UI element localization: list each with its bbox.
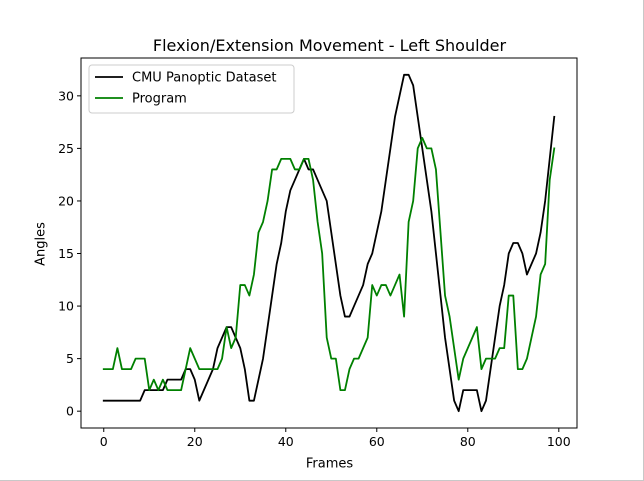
series-line-cmu-panoptic-dataset: [102, 73, 556, 413]
legend-box: [88, 64, 295, 114]
axes-layer: 0 20 40 60 80 100 0 5 10 15 20 25 30: [58, 57, 578, 449]
chart-title: Flexion/Extension Movement - Left Should…: [153, 36, 507, 55]
x-tick-label: 60: [369, 434, 385, 449]
x-tick-label: 100: [547, 434, 571, 449]
y-tick-label: 25: [58, 141, 74, 156]
y-tick-label: 20: [58, 193, 74, 208]
x-axis-label: Frames: [306, 457, 354, 472]
y-tick-label: 15: [58, 246, 74, 261]
series-line-program: [102, 136, 556, 392]
x-tick-label: 20: [187, 434, 203, 449]
y-tick-label: 10: [58, 299, 74, 314]
y-axis-label: Angles: [34, 222, 49, 266]
legend-label-program: Program: [132, 92, 187, 107]
y-tick-label: 5: [66, 351, 74, 366]
x-tick-label: 40: [278, 434, 294, 449]
legend: CMU Panoptic Dataset Program: [88, 64, 295, 114]
series-layer: [102, 73, 556, 413]
x-tick-label: 80: [460, 434, 476, 449]
y-tick-label: 30: [58, 88, 74, 103]
plot-area-frame: [80, 57, 578, 429]
x-tick-label: 0: [100, 434, 108, 449]
legend-label-cmu-panoptic-dataset: CMU Panoptic Dataset: [132, 71, 277, 86]
y-tick-label: 0: [66, 404, 74, 419]
